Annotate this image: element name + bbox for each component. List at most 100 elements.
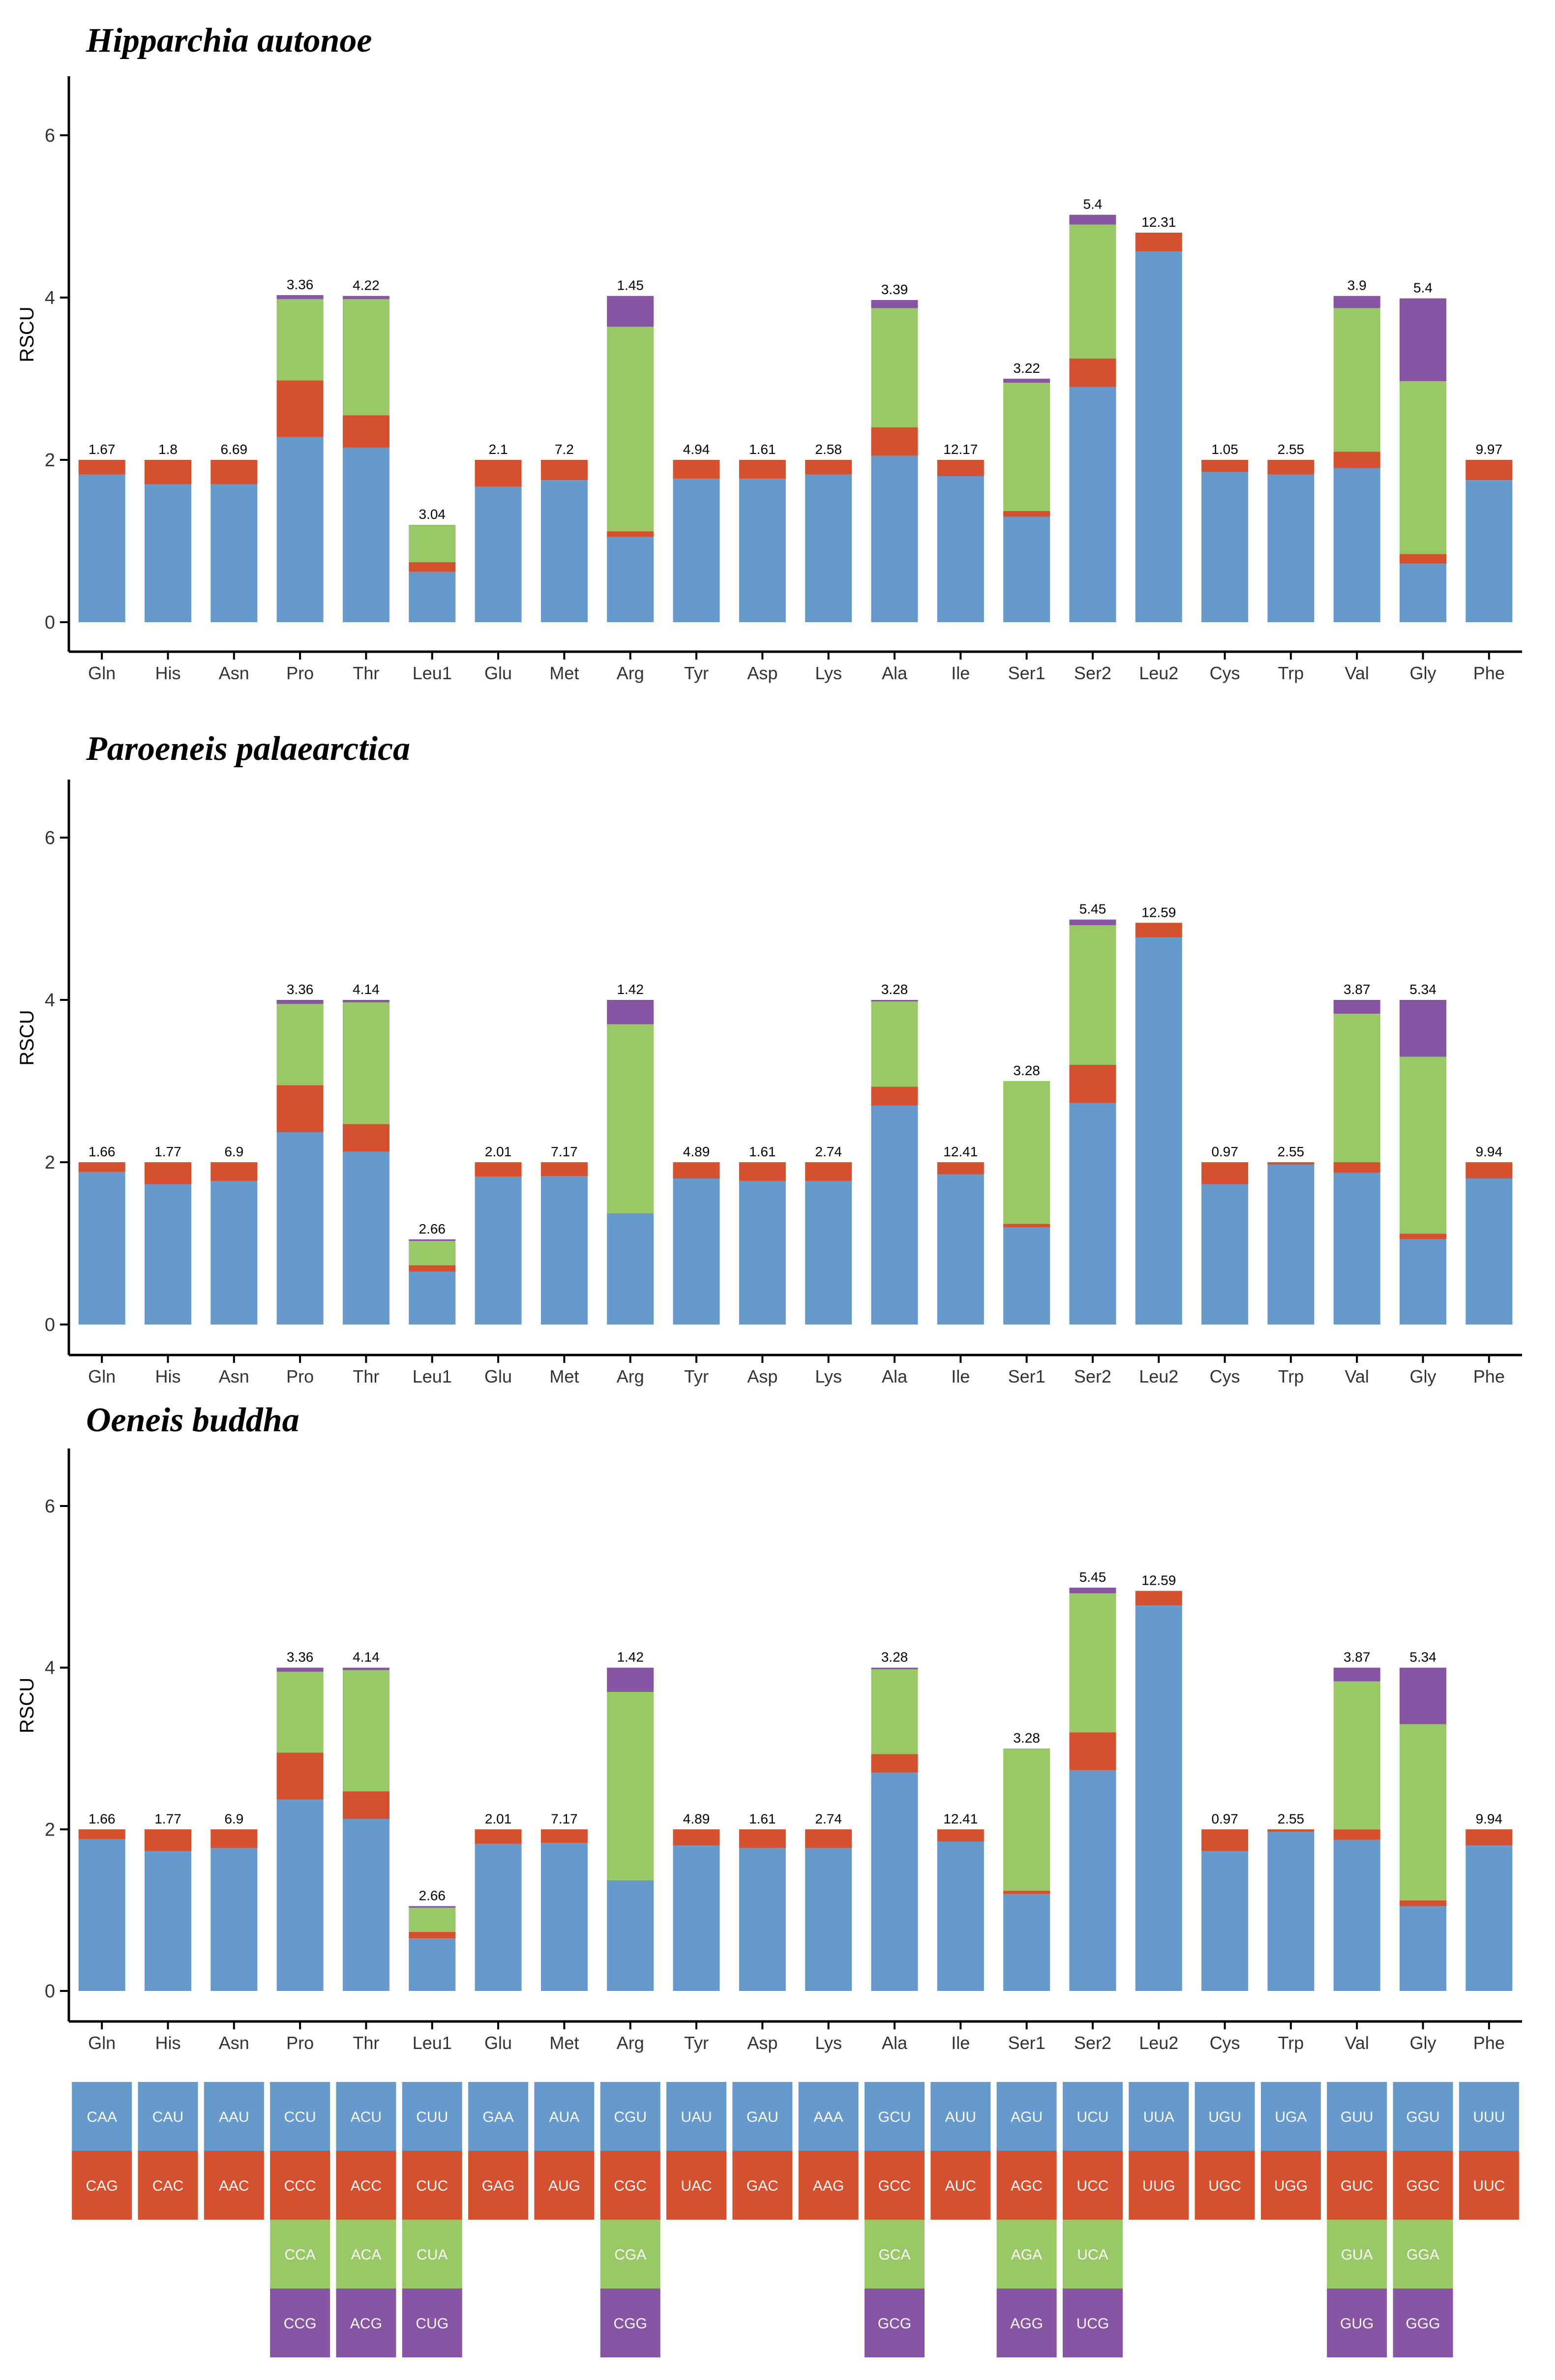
codon-cell-bg bbox=[204, 2082, 264, 2151]
bar-segment-met-codon1 bbox=[540, 1176, 588, 1325]
bar-segment-asn-codon2 bbox=[210, 460, 258, 484]
x-tick-label-ala: Ala bbox=[882, 2033, 908, 2053]
codon-cell-bg bbox=[1327, 2220, 1387, 2289]
data-label-gln: 1.66 bbox=[89, 1811, 116, 1826]
bar-segment-ala-codon1 bbox=[871, 1773, 918, 1991]
chart-panel-2: Paroeneis palaearctica 0 2 4 6 RSCU 1.66 Gln 1.7… bbox=[16, 730, 1522, 1386]
bar-segment-pro-codon4 bbox=[276, 295, 324, 300]
codon-cell-aaa: AAA bbox=[814, 2109, 843, 2125]
x-tick-label-thr: Thr bbox=[353, 2033, 379, 2053]
data-label-asp: 1.61 bbox=[749, 1144, 776, 1159]
bar-segment-ile-codon2 bbox=[937, 1829, 984, 1841]
data-label-lys: 2.74 bbox=[815, 1811, 842, 1826]
bar-segment-his-codon1 bbox=[144, 1184, 191, 1325]
bar-segment-leu2-codon1 bbox=[1135, 1605, 1182, 1991]
bar-segment-gly-codon1 bbox=[1400, 1239, 1447, 1325]
x-tick-label-ser2: Ser2 bbox=[1074, 1366, 1111, 1386]
bar-segment-val-codon4 bbox=[1333, 1000, 1380, 1014]
x-tick-label-gly: Gly bbox=[1410, 1366, 1436, 1386]
data-label-ala: 3.39 bbox=[881, 282, 908, 297]
x-tick-label-his: His bbox=[155, 1366, 180, 1386]
codon-cell-cuu: CUU bbox=[416, 2109, 448, 2125]
codon-cell-caa: CAA bbox=[87, 2109, 117, 2125]
bar-segment-tyr-codon1 bbox=[673, 1845, 720, 1991]
codon-cell-cgu: CGU bbox=[614, 2109, 647, 2125]
data-label-ile: 12.41 bbox=[943, 1811, 978, 1826]
x-tick-label-his: His bbox=[155, 2033, 180, 2053]
data-label-ser2: 5.4 bbox=[1083, 197, 1102, 212]
x-tick-label-cys: Cys bbox=[1210, 1366, 1240, 1386]
codon-cell-cgc: CGC bbox=[614, 2178, 647, 2194]
codon-cell-bg bbox=[270, 2082, 330, 2151]
x-tick-label-asp: Asp bbox=[747, 663, 778, 683]
bar-segment-asp-codon1 bbox=[739, 478, 786, 622]
bar-segment-gln-codon2 bbox=[78, 460, 125, 475]
bar-segment-arg-codon1 bbox=[607, 1880, 654, 1991]
bar-segment-ser1-codon3 bbox=[1003, 383, 1050, 511]
codon-cell-bg bbox=[402, 2151, 462, 2220]
codon-cell-gcg: GCG bbox=[878, 2316, 911, 2332]
codon-cell-bg bbox=[1129, 2082, 1189, 2151]
x-tick-label-gly: Gly bbox=[1410, 2033, 1436, 2053]
bar-segment-lys-codon1 bbox=[805, 1848, 852, 1991]
codon-cell-auu: AUU bbox=[945, 2109, 976, 2125]
data-label-leu2: 12.31 bbox=[1141, 214, 1176, 230]
bar-segment-ala-codon4 bbox=[871, 1000, 918, 1002]
bar-segment-tyr-codon2 bbox=[673, 460, 720, 479]
bar-segment-pro-codon3 bbox=[276, 1671, 324, 1753]
bar-segment-ser2-codon3 bbox=[1069, 1593, 1116, 1733]
bar-segment-cys-codon2 bbox=[1201, 1829, 1249, 1851]
bar-segment-val-codon3 bbox=[1333, 1681, 1380, 1830]
bar-segment-lys-codon1 bbox=[805, 474, 852, 622]
bar-segment-val-codon1 bbox=[1333, 1839, 1380, 1991]
bar-segment-leu2-codon2 bbox=[1135, 233, 1182, 251]
y-tick-label: 4 bbox=[45, 1658, 55, 1679]
data-label-val: 3.9 bbox=[1347, 278, 1367, 293]
codon-cell-ucg: UCG bbox=[1077, 2316, 1109, 2332]
codon-cell-bg bbox=[402, 2289, 462, 2357]
codon-cell-bg bbox=[1327, 2289, 1387, 2357]
bar-segment-arg-codon3 bbox=[607, 1024, 654, 1213]
bar-segment-ala-codon1 bbox=[871, 455, 918, 622]
bar-segment-asp-codon2 bbox=[739, 460, 786, 479]
bar-segment-arg-codon4 bbox=[607, 1000, 654, 1024]
x-tick-label-cys: Cys bbox=[1210, 2033, 1240, 2053]
codon-cell-gua: GUA bbox=[1341, 2247, 1373, 2263]
data-label-thr: 4.14 bbox=[353, 1650, 380, 1665]
bar-segment-lys-codon2 bbox=[805, 460, 852, 475]
data-label-thr: 4.14 bbox=[353, 982, 380, 997]
bar-segment-ile-codon2 bbox=[937, 460, 984, 476]
bar-segment-thr-codon3 bbox=[342, 1002, 389, 1124]
bar-segment-leu1-codon3 bbox=[409, 525, 456, 562]
bar-segment-pro-codon2 bbox=[276, 1752, 324, 1800]
codon-cell-bg bbox=[336, 2220, 396, 2289]
x-tick-label-leu2: Leu2 bbox=[1139, 663, 1178, 683]
codon-cell-auc: AUC bbox=[945, 2178, 976, 2194]
bar-segment-val-codon4 bbox=[1333, 296, 1380, 308]
y-tick-label: 4 bbox=[45, 990, 55, 1011]
bar-segment-ile-codon1 bbox=[937, 1841, 984, 1991]
codon-cell-bg bbox=[732, 2082, 793, 2151]
bar-segment-ser1-codon1 bbox=[1003, 516, 1050, 622]
codon-cell-uuu: UUU bbox=[1473, 2109, 1505, 2125]
bar-segment-arg-codon3 bbox=[607, 327, 654, 532]
codon-cell-bg bbox=[996, 2151, 1057, 2220]
bar-segment-glu-codon2 bbox=[475, 1162, 522, 1177]
bar-segment-arg-codon1 bbox=[607, 1213, 654, 1325]
x-tick-label-lys: Lys bbox=[815, 2033, 842, 2053]
codon-cell-bg bbox=[1327, 2151, 1387, 2220]
bar-segment-ser2-codon2 bbox=[1069, 1065, 1116, 1103]
codon-cell-aag: AAG bbox=[813, 2178, 844, 2194]
bar-segment-pro-codon2 bbox=[276, 380, 324, 437]
panel-title: Paroeneis palaearctica bbox=[86, 730, 410, 768]
x-tick-label-glu: Glu bbox=[484, 663, 512, 683]
x-tick-label-glu: Glu bbox=[484, 1366, 512, 1386]
bar-segment-ile-codon1 bbox=[937, 1174, 984, 1325]
bar-segment-leu2-codon2 bbox=[1135, 923, 1182, 937]
codon-cell-bg bbox=[534, 2082, 595, 2151]
data-label-lys: 2.58 bbox=[815, 442, 842, 457]
data-label-trp: 2.55 bbox=[1278, 442, 1305, 457]
data-label-met: 7.17 bbox=[551, 1811, 578, 1826]
bar-segment-pro-codon2 bbox=[276, 1085, 324, 1132]
